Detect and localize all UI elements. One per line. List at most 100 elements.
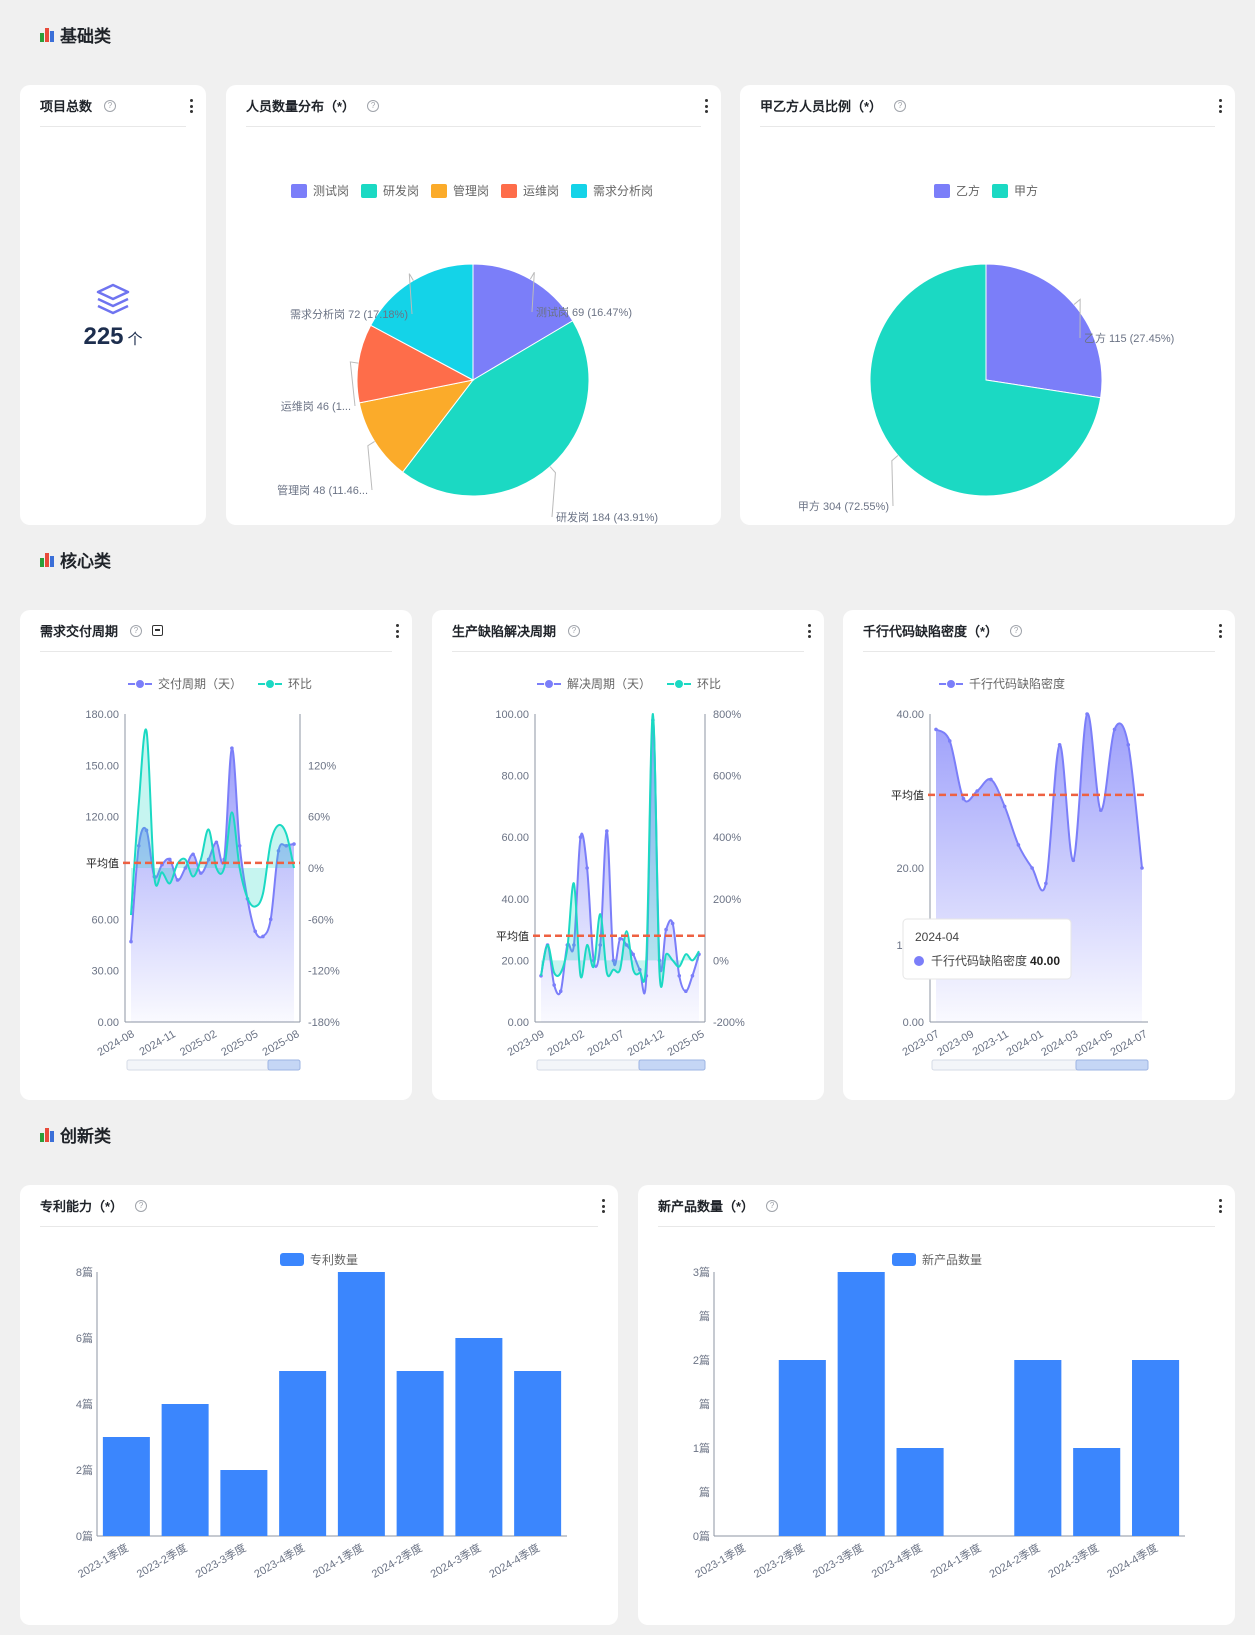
y2-tick-label: 0%	[308, 863, 324, 875]
data-point	[199, 871, 203, 875]
legend-swatch	[892, 1253, 916, 1266]
pie-slice	[370, 263, 474, 381]
x-tick-label: 2024-11	[137, 1028, 177, 1058]
legend-swatch	[571, 184, 587, 198]
data-point	[631, 952, 635, 957]
y-tick-label: 6篇	[76, 1331, 93, 1345]
x-tick-label: 2025-05	[666, 1028, 707, 1059]
x-tick-label: 2024-1季度	[928, 1540, 984, 1580]
data-point	[268, 917, 273, 922]
data-point	[261, 934, 265, 939]
bar	[161, 1404, 209, 1536]
area-fill	[541, 720, 699, 1022]
pie-label-line	[891, 455, 899, 507]
x-tick-label: 2023-1季度	[692, 1540, 748, 1580]
bar-chart-icon	[40, 1127, 56, 1143]
data-point	[989, 777, 993, 782]
pie-label: 乙方 115 (27.45%)	[1084, 331, 1174, 345]
y2-tick-label: 400%	[713, 832, 741, 844]
more-menu-icon[interactable]	[1215, 1199, 1225, 1213]
help-icon[interactable]: ?	[367, 99, 380, 112]
card-header: 新产品数量（*） ?	[658, 1185, 1215, 1227]
help-icon[interactable]: ?	[894, 99, 907, 112]
series-line-primary	[540, 719, 700, 996]
data-point	[284, 843, 289, 848]
pie-label: 运维岗 46 (1...	[281, 400, 351, 413]
legend-swatch	[431, 184, 447, 198]
legend-marker	[135, 679, 145, 689]
help-icon[interactable]: ?	[104, 99, 117, 112]
more-menu-icon[interactable]	[701, 99, 711, 113]
x-tick-label: 2023-2季度	[751, 1540, 807, 1580]
pie-label-line	[1073, 298, 1081, 339]
data-point	[214, 840, 219, 845]
card-title: 项目总数	[40, 99, 93, 114]
data-point	[129, 939, 133, 944]
more-menu-icon[interactable]	[392, 624, 402, 638]
y2-tick-label: -180%	[308, 1017, 340, 1029]
pie-label: 甲方 304 (72.55%)	[798, 499, 889, 513]
section-core-title: 核心类	[40, 547, 111, 572]
line-chart-defect: 解决周期（天） 环比 100.00 80.00 60.00 40.00 平均值 20.00 0.…	[495, 677, 745, 1071]
legend-label: 研发岗	[383, 183, 419, 198]
help-icon[interactable]: ?	[135, 1199, 148, 1212]
data-point	[1085, 712, 1089, 716]
help-icon[interactable]: ?	[766, 1199, 779, 1212]
card-title: 新产品数量（*）	[658, 1199, 755, 1214]
series-line-secondary	[130, 728, 295, 916]
data-point	[183, 866, 188, 870]
data-point	[618, 937, 622, 941]
y-tick-label: 120.00	[85, 812, 119, 824]
y-tick-label: 40.00	[501, 894, 529, 906]
help-icon[interactable]: ?	[1010, 624, 1023, 637]
card-header: 项目总数 ?	[40, 85, 186, 127]
more-menu-icon[interactable]	[186, 99, 196, 113]
x-tick-label: 2025-08	[261, 1028, 302, 1059]
data-point	[1140, 866, 1144, 870]
x-tick-label: 2024-08	[96, 1028, 137, 1059]
y-tick-label: 30.00	[91, 966, 119, 978]
pie-slice	[869, 263, 1102, 497]
x-tick-label: 2023-1季度	[75, 1540, 131, 1580]
bar	[837, 1272, 885, 1536]
card-defect-cycle: 生产缺陷解决周期 ? 解决周期（天） 环比 100.00 80.00 60.00 40.0…	[432, 610, 824, 1100]
y2-tick-label: -200%	[713, 1017, 745, 1029]
pie-label-line	[367, 441, 375, 491]
card-header: 人员数量分布（*） ?	[246, 85, 701, 127]
kpi-value: 225 个	[83, 323, 143, 350]
more-menu-icon[interactable]	[804, 624, 814, 638]
export-icon[interactable]	[152, 625, 164, 636]
more-menu-icon[interactable]	[1215, 99, 1225, 113]
data-point	[684, 989, 688, 993]
x-tick-label: 2023-09	[935, 1028, 976, 1059]
data-point	[1016, 843, 1021, 847]
card-title: 专利能力（*）	[40, 1199, 124, 1214]
help-icon[interactable]: ?	[130, 624, 143, 637]
card-header: 专利能力（*） ?	[40, 1185, 598, 1227]
tooltip-series: 千行代码缺陷密度	[931, 953, 1027, 968]
legend-swatch	[992, 184, 1008, 198]
section-basic-title: 基础类	[40, 22, 111, 47]
data-point	[144, 828, 149, 833]
card-patent: 专利能力（*） ? 专利数量 8篇 6篇 4篇 2篇 0篇 2023-1季度 2023-2季度…	[20, 1185, 618, 1625]
more-menu-icon[interactable]	[598, 1199, 608, 1213]
bar	[337, 1272, 385, 1536]
legend-label: 新产品数量	[922, 1252, 982, 1267]
help-icon[interactable]: ?	[568, 624, 581, 637]
y-tick-label: 60.00	[501, 832, 529, 844]
layers-icon	[96, 283, 130, 315]
x-tick-label: 2023-07	[901, 1028, 942, 1059]
data-point	[136, 843, 141, 848]
data-point	[237, 843, 242, 848]
legend-label: 乙方	[956, 183, 980, 198]
pie-label: 测试岗 69 (16.47%)	[536, 306, 632, 319]
y-tick-label: 80.00	[501, 771, 529, 783]
pie-label: 管理岗 48 (11.46...	[277, 483, 368, 497]
y-tick-label: 篇	[699, 1309, 710, 1323]
legend-swatch	[934, 184, 950, 198]
pie-slice	[472, 263, 574, 381]
x-tick-label: 2023-2季度	[134, 1540, 190, 1580]
more-menu-icon[interactable]	[1215, 624, 1225, 638]
